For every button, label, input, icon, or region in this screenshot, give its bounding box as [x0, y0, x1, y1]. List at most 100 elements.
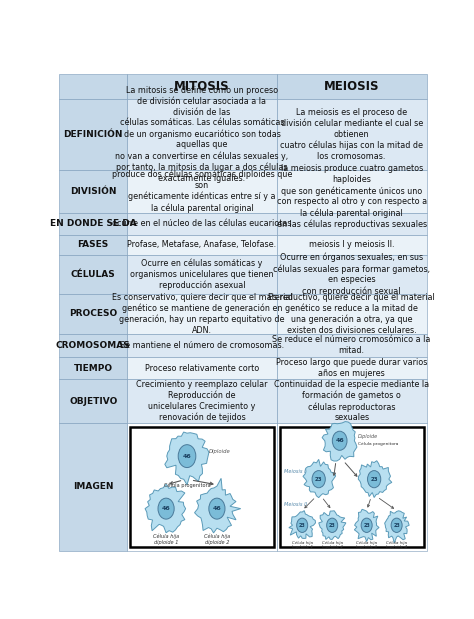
Polygon shape [319, 511, 346, 539]
Bar [277, 99, 427, 170]
Text: FASES: FASES [78, 240, 109, 249]
Text: Meiosis II: Meiosis II [284, 502, 307, 508]
Text: 23: 23 [363, 523, 370, 528]
Bar [127, 74, 277, 99]
Text: 23: 23 [393, 523, 400, 528]
Bar [127, 170, 277, 212]
Polygon shape [385, 511, 409, 543]
Bar [277, 293, 427, 334]
Bar [277, 423, 427, 551]
Bar [127, 334, 277, 357]
Polygon shape [289, 511, 316, 539]
Text: DEFINICIÓN: DEFINICIÓN [64, 130, 123, 139]
Text: OBJETIVO: OBJETIVO [69, 397, 118, 405]
Bar [127, 255, 277, 293]
Polygon shape [145, 484, 186, 533]
Text: IMAGEN: IMAGEN [73, 482, 113, 491]
Text: MITOSIS: MITOSIS [174, 80, 230, 93]
Polygon shape [165, 432, 209, 485]
Text: Ocurre en órganos sexuales, en sus
células sexuales para formar gametos,
en espe: Ocurre en órganos sexuales, en sus célul… [273, 253, 430, 296]
Text: La meiosis es el proceso de
división celular mediante el cual se
obtienen
cuatro: La meiosis es el proceso de división cel… [280, 108, 423, 161]
Bar [127, 423, 277, 551]
Bar [127, 379, 277, 423]
Ellipse shape [327, 518, 337, 532]
Text: en las células reproductivas sexuales: en las células reproductivas sexuales [277, 219, 427, 228]
Text: Se mantiene el número de cromosomas.: Se mantiene el número de cromosomas. [120, 341, 284, 350]
Bar [127, 293, 277, 334]
Bar [277, 212, 427, 235]
Text: EN DONDE SE DA: EN DONDE SE DA [50, 219, 137, 228]
Bar [277, 170, 427, 212]
Text: Meiosis I: Meiosis I [284, 469, 306, 474]
Text: Diploide: Diploide [209, 449, 231, 454]
Bar [277, 255, 427, 293]
Bar [59, 334, 127, 357]
Bar [59, 293, 127, 334]
Ellipse shape [297, 518, 308, 532]
Text: Célula progenitora: Célula progenitora [164, 483, 210, 488]
Text: DIVISIÓN: DIVISIÓN [70, 186, 117, 196]
Text: Célula hija
haploide 3: Célula hija haploide 3 [356, 540, 377, 549]
Bar [280, 426, 424, 547]
Ellipse shape [312, 470, 325, 488]
Text: 23: 23 [370, 477, 378, 482]
Text: CROMOSOMAS: CROMOSOMAS [56, 341, 131, 350]
Polygon shape [322, 422, 357, 461]
Text: Célula hija
haploide 1: Célula hija haploide 1 [292, 540, 313, 549]
Text: la meiosis produce cuatro gametos
haploides
que son genéticamente únicos uno
con: la meiosis produce cuatro gametos haploi… [277, 165, 427, 218]
Text: ocurre en el núcleo de las células eucariotas: ocurre en el núcleo de las células eucar… [112, 219, 292, 228]
Bar [127, 235, 277, 255]
Text: TIEMPO: TIEMPO [73, 363, 113, 373]
Bar [130, 426, 274, 547]
Text: CÉLULAS: CÉLULAS [71, 270, 116, 279]
Text: 46: 46 [335, 438, 344, 443]
Bar [277, 334, 427, 357]
Polygon shape [358, 461, 392, 498]
Text: produce dos células somáticas diploides que
son
genéticamente idénticas entre sí: produce dos células somáticas diploides … [112, 170, 292, 212]
Text: 23: 23 [315, 477, 322, 482]
Bar [59, 357, 127, 379]
Text: Célula hija
haploide 2: Célula hija haploide 2 [322, 540, 343, 549]
Bar [277, 379, 427, 423]
Ellipse shape [209, 498, 225, 519]
Text: Diploide: Diploide [358, 435, 378, 439]
Bar [127, 357, 277, 379]
Text: Célula hija
haploide 4: Célula hija haploide 4 [386, 540, 407, 549]
Bar [127, 99, 277, 170]
Polygon shape [355, 509, 379, 542]
Ellipse shape [178, 444, 196, 467]
Text: MEIOSIS: MEIOSIS [324, 80, 379, 93]
Text: Proceso relativamente corto: Proceso relativamente corto [145, 363, 259, 373]
Bar [59, 74, 127, 99]
Ellipse shape [391, 518, 402, 532]
Bar [59, 212, 127, 235]
Bar [277, 357, 427, 379]
Text: Profase, Metafase, Anafase, Telofase.: Profase, Metafase, Anafase, Telofase. [128, 240, 276, 249]
Ellipse shape [367, 470, 381, 488]
Text: 46: 46 [182, 454, 191, 459]
Text: PROCESO: PROCESO [69, 310, 118, 318]
Ellipse shape [332, 431, 347, 450]
Text: Célula hija
diploide 1: Célula hija diploide 1 [153, 534, 179, 545]
Ellipse shape [158, 498, 174, 519]
Bar [59, 170, 127, 212]
Text: 23: 23 [299, 523, 306, 528]
Text: Ocurre en células somáticas y
organismos unicelulares que tienen
reproducción as: Ocurre en células somáticas y organismos… [130, 258, 273, 290]
Text: 46: 46 [212, 506, 221, 511]
Bar [59, 99, 127, 170]
Text: Crecimiento y reemplazo celular
Reproducción de
unicelulares Crecimiento y
renov: Crecimiento y reemplazo celular Reproduc… [136, 380, 268, 422]
Polygon shape [303, 459, 336, 498]
Bar [59, 255, 127, 293]
Bar [59, 235, 127, 255]
Bar [59, 423, 127, 551]
Bar [59, 379, 127, 423]
Text: Se reduce el número cromosómico a la
mitad.: Se reduce el número cromosómico a la mit… [273, 335, 431, 355]
Text: Continuidad de la especie mediante la
formación de gametos o
células reproductor: Continuidad de la especie mediante la fo… [274, 380, 429, 422]
Text: Célula progenitora: Célula progenitora [358, 441, 398, 446]
Text: 46: 46 [162, 506, 171, 511]
Text: La mitosis se define como un proceso
de división celular asociada a la
división : La mitosis se define como un proceso de … [115, 86, 289, 183]
Text: Célula hija
diploide 2: Célula hija diploide 2 [204, 534, 230, 545]
Text: Es reductivo, quiere decir que el material
genético se reduce a la mitad de
una : Es reductivo, quiere decir que el materi… [268, 293, 435, 335]
Text: meiosis I y meiosis II.: meiosis I y meiosis II. [309, 240, 394, 249]
Bar [277, 74, 427, 99]
